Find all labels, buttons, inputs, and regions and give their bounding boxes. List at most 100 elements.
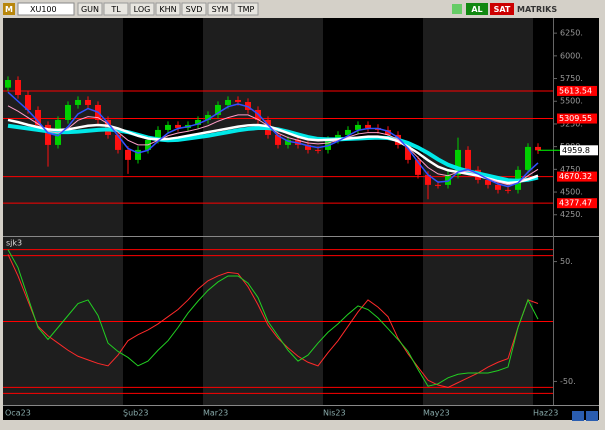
candle-body [315, 149, 321, 151]
toolbar-button[interactable] [77, 2, 103, 16]
candle-body [415, 159, 421, 175]
y-tick-label: 5750. [560, 74, 583, 83]
candle-body [175, 124, 181, 128]
level-label-box [557, 171, 597, 182]
x-tick-label: Nis23 [323, 409, 346, 418]
candle-body [45, 124, 51, 145]
y-tick-label: 4750. [560, 165, 583, 174]
x-tick-label: May23 [423, 409, 450, 418]
candle-body [455, 149, 461, 175]
toolbar-button-label[interactable]: SYM [212, 5, 229, 14]
candle-body [5, 80, 11, 88]
candle-body [195, 119, 201, 125]
candle-body [235, 99, 241, 102]
level-label-box [557, 113, 597, 124]
last-price-box [560, 145, 598, 156]
moving-average [7, 118, 539, 185]
scroll-button[interactable] [586, 411, 598, 421]
candle-body [225, 99, 231, 105]
y-tick-label: 4500. [560, 188, 583, 197]
candle-body [485, 179, 491, 185]
y-tick-label: 6000. [560, 51, 583, 60]
level-label: 4670.32 [559, 172, 592, 181]
toolbar: M XU100 AL SAT MATRIKS GUN TL LOG KHN SVD SYM… [0, 0, 605, 18]
candle-body [65, 104, 71, 120]
toolbar-button-label[interactable]: KHN [159, 5, 176, 14]
logo-box[interactable] [3, 3, 15, 15]
symbol[interactable]: XU100 [30, 5, 57, 14]
candle-body [435, 184, 441, 186]
candle-body [385, 129, 391, 135]
period-band [3, 3, 123, 236]
symbol-box[interactable] [17, 2, 75, 16]
candle-body [505, 189, 511, 191]
candle-body [495, 184, 501, 190]
x-tick-label: Haz23 [533, 409, 558, 418]
level-label-box [557, 85, 597, 96]
scrollbar[interactable] [3, 420, 599, 430]
brand: MATRIKS [517, 5, 557, 14]
toolbar-button-label[interactable]: SVD [186, 5, 203, 14]
sell-box[interactable] [490, 3, 514, 15]
toolbar-button[interactable] [103, 2, 129, 16]
toolbar-button-label[interactable]: TL [110, 5, 121, 14]
sell-button[interactable]: SAT [494, 5, 511, 14]
candle-body [135, 149, 141, 160]
candle-body [425, 174, 431, 185]
y-tick-label: -50. [560, 377, 576, 386]
buy-box[interactable] [466, 3, 488, 15]
toolbar-button[interactable] [207, 2, 233, 16]
toolbar-button-label[interactable]: GUN [81, 5, 99, 14]
period-band [423, 3, 533, 236]
level-label: 5613.54 [559, 86, 592, 95]
candle-body [355, 124, 361, 130]
candle-body [25, 94, 31, 110]
candle-body [15, 80, 21, 95]
toolbar-button-label[interactable]: LOG [134, 5, 151, 14]
logo[interactable]: M [5, 5, 13, 14]
candle-body [305, 144, 311, 150]
y-tick-label: 50. [560, 257, 573, 266]
icon[interactable] [452, 4, 462, 14]
candle-body [75, 99, 81, 105]
candle-body [345, 129, 351, 135]
candle-body [275, 134, 281, 145]
candle-body [205, 114, 211, 120]
y-tick-label: 6250. [560, 29, 583, 38]
toolbar-button-label[interactable]: TMP [237, 5, 255, 14]
x-tick-label: Şub23 [123, 409, 148, 418]
toolbar-button[interactable] [129, 2, 155, 16]
toolbar-button[interactable] [155, 2, 181, 16]
x-tick-label: Oca23 [5, 409, 31, 418]
level-label: 5309.55 [559, 114, 592, 123]
oscillator-line [7, 254, 539, 388]
y-tick-label: 5250. [560, 119, 583, 128]
toolbar-button[interactable] [233, 2, 259, 16]
y-tick-label: 5500. [560, 97, 583, 106]
level-label-box [557, 198, 597, 209]
x-tick-label: Mar23 [203, 409, 228, 418]
candle-body [155, 129, 161, 140]
y-tick-label: 4250. [560, 210, 583, 219]
candle-body [465, 149, 471, 170]
buy-button[interactable]: AL [471, 5, 482, 14]
scroll-button[interactable] [572, 411, 584, 421]
panel-title: sjk3 [6, 239, 22, 248]
candle-body [445, 174, 451, 185]
toolbar-button[interactable] [181, 2, 207, 16]
candle-body [285, 139, 291, 145]
candle-body [525, 146, 531, 170]
candle-body [405, 144, 411, 160]
candle-body [85, 99, 91, 105]
moving-average [7, 91, 539, 188]
candle-body [125, 149, 131, 160]
last-price-label: 4959.8 [562, 146, 590, 155]
candle-body [215, 104, 221, 115]
candle-body [35, 109, 41, 125]
level-label: 4377.47 [559, 199, 592, 208]
candle-body [535, 146, 541, 151]
candle-body [365, 124, 371, 128]
oscillator-line [7, 249, 539, 387]
